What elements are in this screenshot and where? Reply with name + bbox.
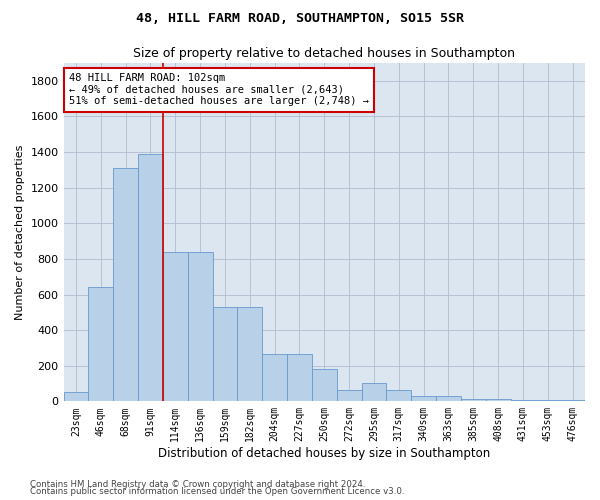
Bar bbox=[312, 370, 337, 402]
Bar bbox=[411, 396, 436, 402]
Bar bbox=[287, 354, 312, 402]
Bar bbox=[212, 307, 238, 402]
Bar bbox=[535, 400, 560, 402]
Bar bbox=[337, 390, 362, 402]
Bar bbox=[163, 252, 188, 402]
X-axis label: Distribution of detached houses by size in Southampton: Distribution of detached houses by size … bbox=[158, 447, 490, 460]
Bar bbox=[138, 154, 163, 402]
Text: 48, HILL FARM ROAD, SOUTHAMPTON, SO15 5SR: 48, HILL FARM ROAD, SOUTHAMPTON, SO15 5S… bbox=[136, 12, 464, 26]
Bar bbox=[238, 307, 262, 402]
Bar bbox=[461, 398, 485, 402]
Bar bbox=[436, 396, 461, 402]
Bar bbox=[485, 398, 511, 402]
Bar bbox=[511, 400, 535, 402]
Bar bbox=[188, 252, 212, 402]
Bar bbox=[88, 288, 113, 402]
Bar bbox=[386, 390, 411, 402]
Bar bbox=[262, 354, 287, 402]
Text: 48 HILL FARM ROAD: 102sqm
← 49% of detached houses are smaller (2,643)
51% of se: 48 HILL FARM ROAD: 102sqm ← 49% of detac… bbox=[69, 73, 369, 106]
Bar bbox=[560, 400, 585, 402]
Text: Contains public sector information licensed under the Open Government Licence v3: Contains public sector information licen… bbox=[30, 488, 404, 496]
Bar bbox=[362, 382, 386, 402]
Bar bbox=[64, 392, 88, 402]
Title: Size of property relative to detached houses in Southampton: Size of property relative to detached ho… bbox=[133, 48, 515, 60]
Y-axis label: Number of detached properties: Number of detached properties bbox=[15, 144, 25, 320]
Bar bbox=[113, 168, 138, 402]
Text: Contains HM Land Registry data © Crown copyright and database right 2024.: Contains HM Land Registry data © Crown c… bbox=[30, 480, 365, 489]
